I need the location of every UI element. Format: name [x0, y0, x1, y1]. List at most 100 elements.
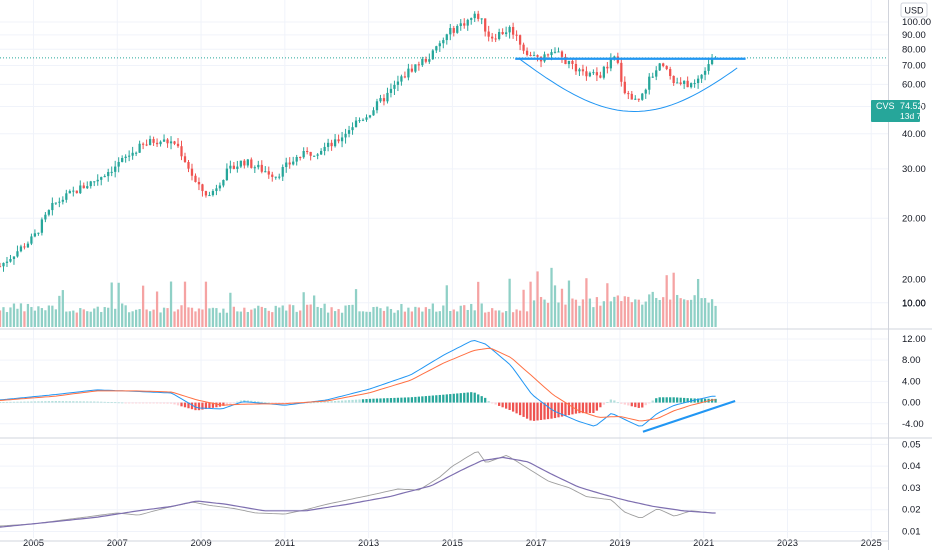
macd-histogram-bar [5, 401, 9, 403]
volume-bar [602, 301, 606, 327]
candles [0, 10, 888, 272]
volume-bar [679, 298, 682, 327]
macd-histogram-bar [403, 397, 407, 403]
macd-histogram-bar [379, 398, 382, 403]
candle-body [578, 69, 581, 72]
macd-histogram-bar [72, 401, 75, 403]
macd-histogram-bar [86, 401, 89, 403]
candle-body [372, 110, 375, 116]
candle-body [515, 34, 518, 36]
macd-histogram-bar [12, 401, 16, 403]
x-tick-label: 2009 [190, 538, 211, 549]
macd-histogram-bar [82, 401, 85, 403]
candle-body [323, 146, 326, 152]
macd-histogram-bar [581, 402, 585, 414]
macd-histogram-bar [326, 401, 330, 403]
volume-bar [410, 311, 414, 327]
volume-bar [148, 311, 152, 327]
volume-bar [518, 310, 522, 327]
macd-histogram-bar [166, 402, 169, 404]
macd-histogram-bar [616, 402, 619, 404]
macd-histogram-bar [319, 401, 323, 403]
currency-label: USD [904, 6, 924, 16]
volume-bar [114, 308, 117, 327]
volume-bar [693, 295, 696, 327]
macd-histogram-bar [662, 397, 665, 403]
macd-histogram-bar [75, 401, 78, 403]
candle-body [313, 155, 316, 157]
macd-histogram-bar [330, 401, 333, 403]
volume-bar [162, 307, 166, 327]
price-tick-label: 10.00 [902, 298, 926, 309]
macd-histogram-bar [361, 399, 365, 403]
volume-bar [396, 310, 400, 327]
macd-histogram-bar [449, 394, 452, 403]
volume-bar [30, 307, 33, 327]
candle-body [581, 69, 585, 72]
candle-body [508, 26, 511, 33]
macd-histogram-bar [595, 402, 599, 411]
volume-bar [609, 301, 612, 327]
macd-histogram-bar [61, 401, 64, 403]
candle-body [536, 55, 539, 57]
volume-bar [166, 308, 169, 327]
candle-body [564, 56, 567, 65]
volume-bar [382, 310, 386, 327]
volume-bar [459, 305, 462, 327]
candle-body [271, 174, 274, 177]
volume-bar [445, 285, 448, 327]
grid-lines [0, 0, 888, 538]
volume-bar [326, 312, 330, 327]
candle-body [550, 52, 553, 56]
volume-bar [592, 307, 595, 327]
candle-body [365, 117, 368, 120]
candle-body [442, 40, 445, 44]
candle-body [595, 72, 599, 76]
volume-bar [553, 285, 557, 327]
cup-pattern [515, 57, 746, 113]
candle-body [710, 59, 714, 65]
macd-histogram-bar [487, 401, 490, 403]
volume-bar [560, 288, 564, 327]
macd-histogram-bar [382, 398, 386, 403]
macd-histogram-bar [546, 402, 550, 420]
candle-body [169, 141, 173, 144]
macd-histogram-bar [187, 402, 190, 409]
macd-tick-label: 8.00 [902, 355, 921, 366]
macd-histogram-bar [100, 401, 103, 403]
volume-bar [504, 311, 508, 327]
candle-body [651, 76, 654, 78]
volume-bar [110, 282, 113, 327]
macd-histogram-bar [316, 402, 319, 403]
candle-body [386, 92, 389, 102]
x-tick-label: 2023 [777, 538, 798, 549]
volume-bar [12, 303, 16, 327]
candle-body [58, 201, 61, 203]
currency-box: USD [900, 2, 928, 18]
candle-body [319, 151, 323, 155]
candle-body [26, 243, 30, 248]
volume-bar [428, 308, 431, 327]
volume-bar [347, 305, 351, 327]
volume-bar [86, 311, 89, 327]
volume-bar [124, 305, 127, 327]
macd-histogram-bar [672, 397, 675, 403]
volume-bar [47, 305, 51, 327]
candle-body [477, 13, 480, 19]
macd-histogram-bar [536, 402, 539, 421]
volume-bar [480, 303, 483, 327]
macd-histogram-bar [9, 401, 12, 403]
macd-histogram-bar [358, 399, 361, 403]
macd-histogram-bar [414, 396, 417, 403]
macd-histogram-bar [393, 397, 396, 403]
macd-histogram-bar [396, 397, 400, 403]
macd-histogram-bar [26, 401, 30, 403]
candle-body [361, 119, 365, 121]
macd-histogram-bar [421, 396, 424, 403]
volume-bar [40, 308, 44, 327]
volume-bar [187, 307, 190, 327]
candle-body [491, 36, 494, 39]
volume-bar [16, 308, 19, 327]
volume-bar [96, 306, 99, 327]
